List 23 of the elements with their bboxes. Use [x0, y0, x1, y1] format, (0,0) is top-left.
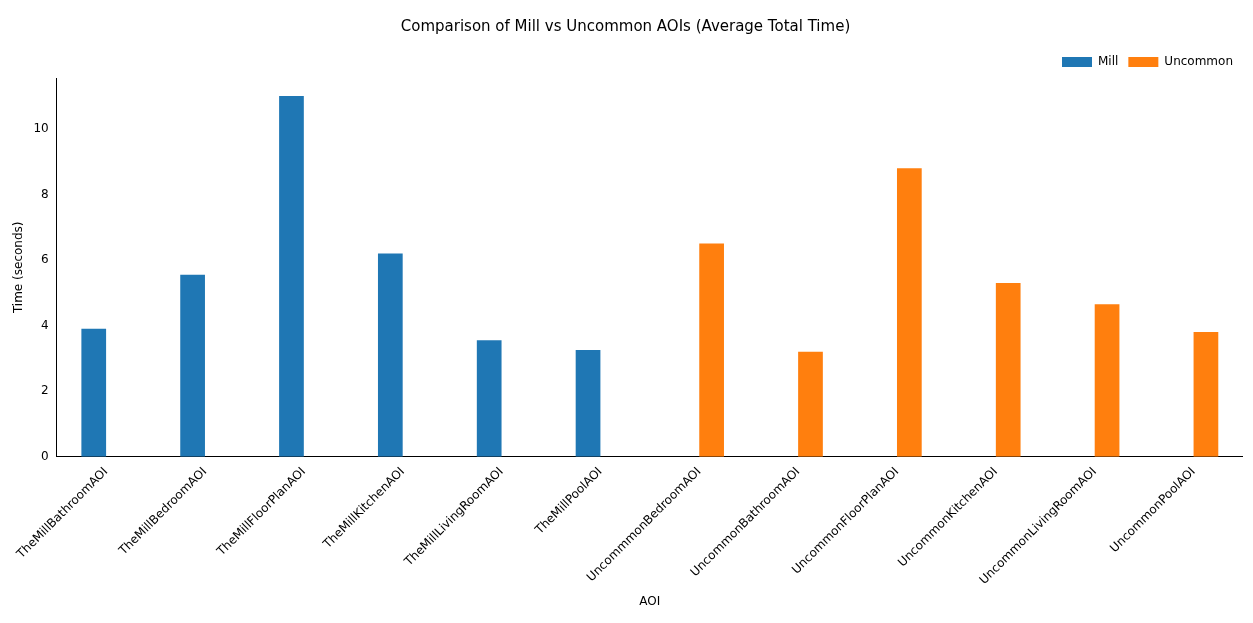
y-axis-title: Time (seconds): [11, 221, 26, 315]
bar: [798, 351, 823, 457]
legend-label: Uncommon: [1164, 54, 1233, 69]
y-tick-label: 2: [41, 383, 49, 398]
x-axis-title: AOI: [639, 593, 661, 608]
bar: [377, 253, 403, 457]
y-tick-label: 0: [41, 448, 49, 463]
bar: [995, 282, 1021, 457]
y-tick-label: 8: [41, 186, 49, 201]
legend-label: Mill: [1097, 54, 1119, 69]
bar: [575, 350, 601, 457]
bar: [476, 340, 502, 457]
y-tick-label: 4: [41, 317, 49, 332]
bar: [896, 168, 922, 457]
chart-title: Comparison of Mill vs Uncommon AOIs (Average Total Time): [400, 16, 851, 35]
bar: [1193, 332, 1219, 457]
bar: [279, 96, 304, 457]
bar: [1094, 304, 1120, 457]
y-tick-label: 10: [33, 120, 49, 135]
bar: [180, 274, 205, 457]
bar: [81, 328, 107, 457]
y-tick-label: 6: [41, 252, 49, 267]
bar: [699, 243, 724, 457]
